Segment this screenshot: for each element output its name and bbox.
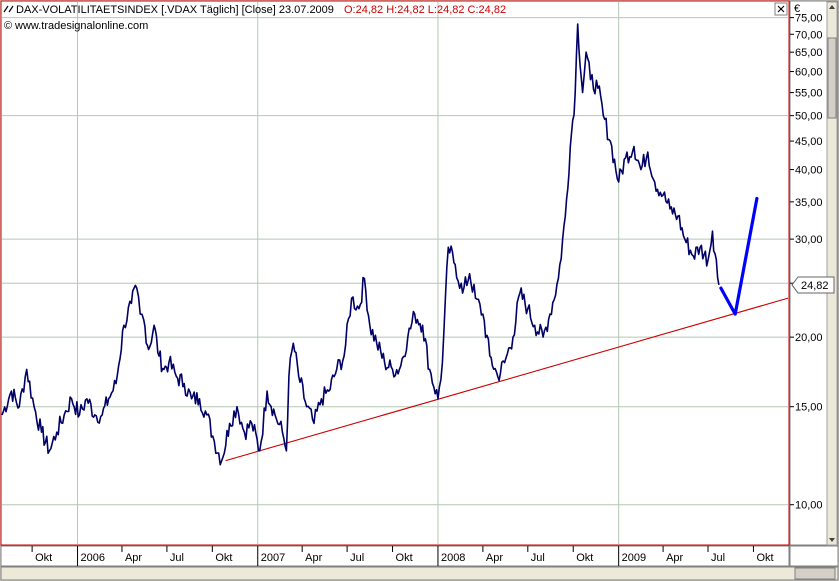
source-label: www.tradesignalonline.com xyxy=(14,20,148,32)
x-tick-label: 2008 xyxy=(441,552,465,564)
ohlc-readout: O:24,82 H:24,82 L:24,82 C:24,82 xyxy=(344,4,506,16)
y-tick-label: 35,00 xyxy=(795,197,823,209)
copyright-icon: © xyxy=(4,20,12,32)
price-series-line xyxy=(1,23,720,466)
support-trendline xyxy=(225,297,789,462)
x-tick-label: Apr xyxy=(666,552,683,564)
scale-scrollbar[interactable] xyxy=(826,1,838,546)
close-icon xyxy=(777,5,785,13)
y-tick-label: 55,00 xyxy=(795,88,823,100)
x-tick-label: Okt xyxy=(396,552,413,564)
y-tick-label: 65,00 xyxy=(795,47,823,59)
currency-label: € xyxy=(794,3,800,15)
y-tick-label: 75,00 xyxy=(795,13,823,25)
last-value-box: 24,82 xyxy=(791,276,835,294)
y-tick-label: 70,00 xyxy=(795,29,823,41)
projection-drawing xyxy=(719,196,759,316)
grid-lines xyxy=(2,2,788,544)
x-tick-label: 2007 xyxy=(261,552,285,564)
y-tick-label: 10,00 xyxy=(795,500,823,512)
chart-header: DAX-VOLATILITAETSINDEX [.VDAX Täglich] [… xyxy=(3,4,506,32)
drawing-layer xyxy=(719,196,759,316)
x-tick-label: Jul xyxy=(711,552,725,564)
y-tick-label: 15,00 xyxy=(795,402,823,414)
scroll-down-icon xyxy=(829,538,835,542)
scroll-up-icon xyxy=(829,5,835,9)
chart-title: DAX-VOLATILITAETSINDEX [.VDAX Täglich] [… xyxy=(16,4,334,16)
x-tick-label: 2009 xyxy=(622,552,646,564)
trendline-layer xyxy=(225,297,789,462)
x-tick-label: Jul xyxy=(170,552,184,564)
x-tick-label: Okt xyxy=(756,552,773,564)
time-scale[interactable] xyxy=(0,545,790,567)
y-tick-label: 30,00 xyxy=(795,234,823,246)
x-tick-label: 2006 xyxy=(81,552,105,564)
last-value-label: 24,82 xyxy=(801,280,829,292)
line-chart-icon xyxy=(3,5,14,13)
plot-area[interactable] xyxy=(0,0,790,546)
x-tick-label: Okt xyxy=(576,552,593,564)
x-tick-label: Apr xyxy=(486,552,503,564)
y-tick-label: 40,00 xyxy=(795,165,823,177)
x-tick-label: Okt xyxy=(35,552,52,564)
y-tick-label: 50,00 xyxy=(795,111,823,123)
x-tick-label: Jul xyxy=(350,552,364,564)
y-tick-label: 20,00 xyxy=(795,332,823,344)
y-tick-label: 60,00 xyxy=(795,67,823,79)
close-button[interactable] xyxy=(774,2,788,16)
x-tick-label: Okt xyxy=(215,552,232,564)
x-tick-label: Apr xyxy=(125,552,142,564)
corner-box xyxy=(789,545,839,567)
scrollbar-thumb[interactable] xyxy=(794,567,836,580)
x-axis-ticks: Okt 2006 Apr Jul Okt 2007 Apr Jul Okt 2008 Apr Jul O… xyxy=(31,546,774,566)
x-tick-label: Apr xyxy=(305,552,322,564)
x-tick-label: Jul xyxy=(531,552,545,564)
horizontal-scrollbar[interactable] xyxy=(0,566,839,581)
y-tick-label: 45,00 xyxy=(795,136,823,148)
